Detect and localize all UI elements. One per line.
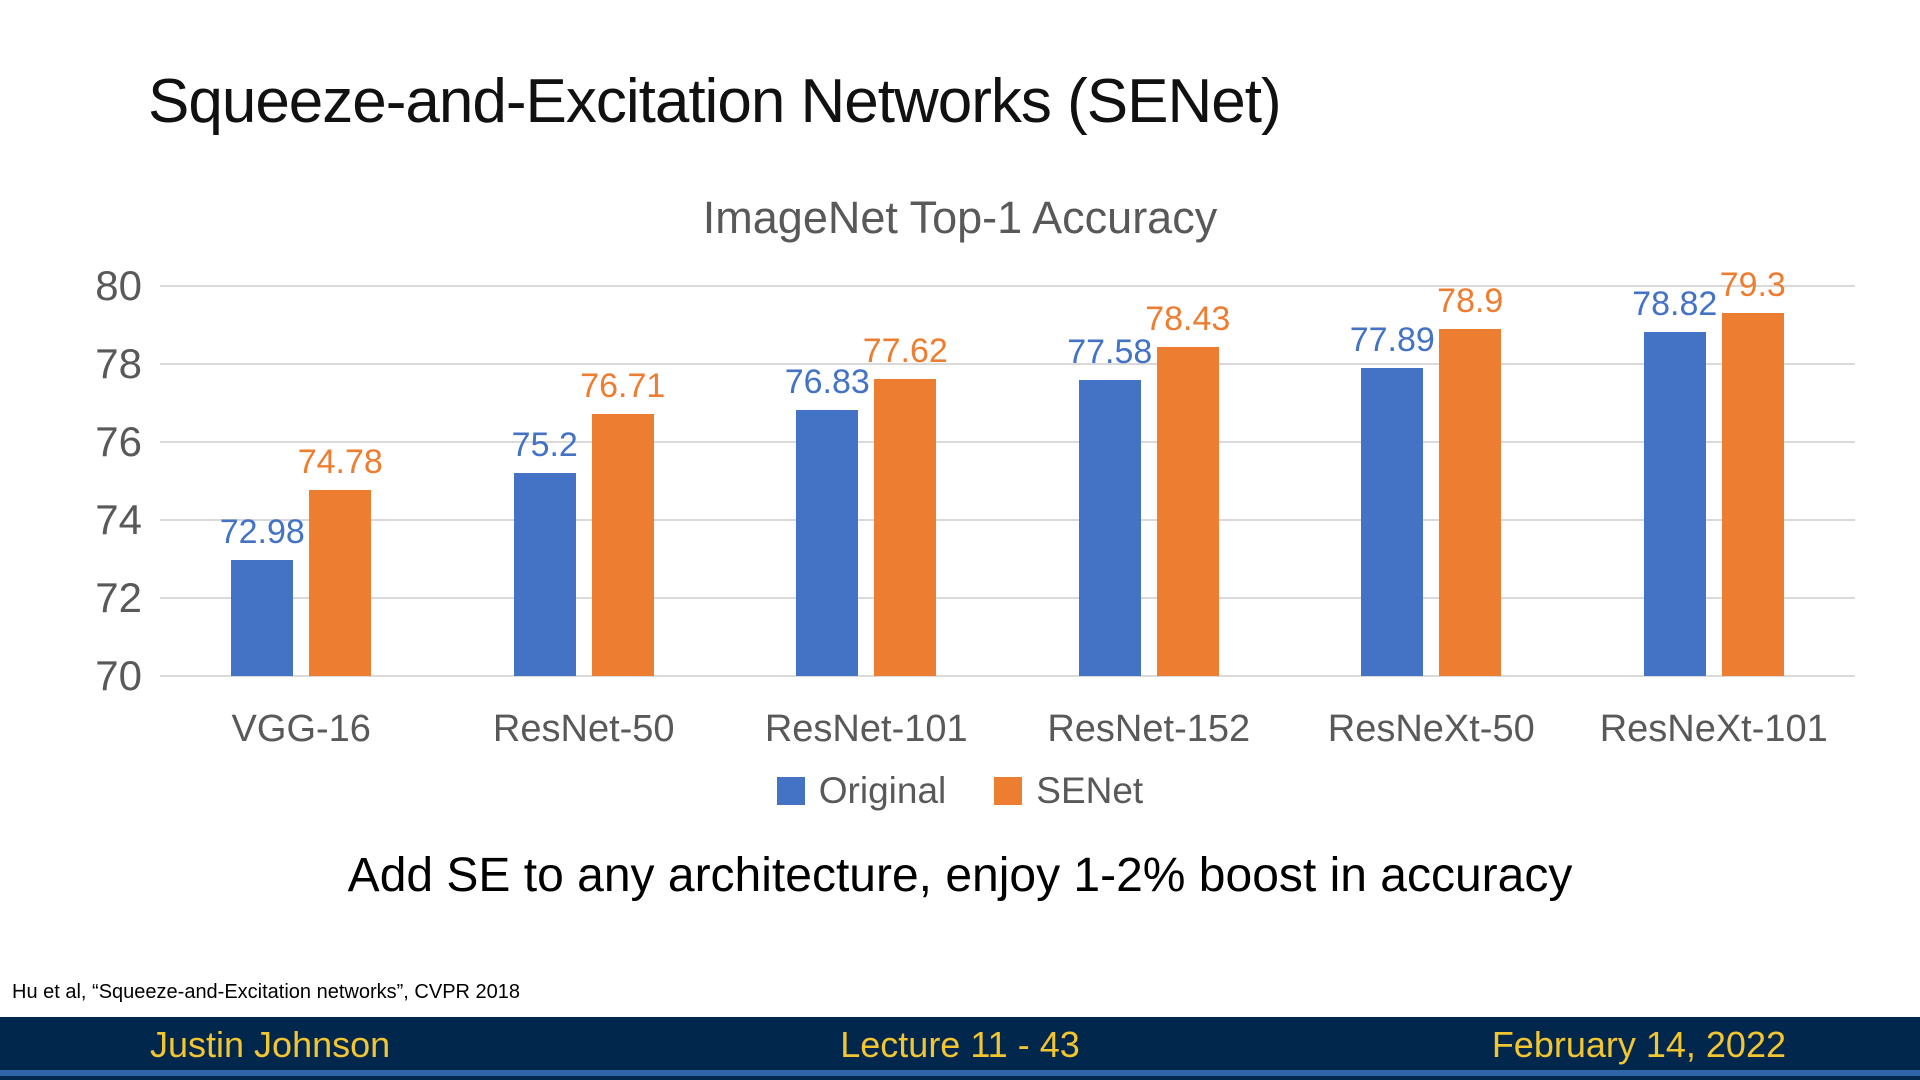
- gridline-72: [160, 597, 1855, 599]
- bar-value-original-resnet-152: 77.58: [1067, 333, 1153, 372]
- footer-date: February 14, 2022: [1491, 1024, 1786, 1065]
- xlabel-vgg-16: VGG-16: [231, 708, 371, 750]
- xlabel-resnet-50: ResNet-50: [492, 708, 675, 750]
- bar-value-original-resnet-101: 76.83: [784, 362, 870, 401]
- plot-area: 72.98 74.78 75.2 76.71 76.83 77.62 77.58 78.43 7…: [160, 266, 1855, 677]
- bar-value-original-resnext-101: 78.82: [1632, 285, 1718, 324]
- bar-senet-resnet-50: [591, 414, 654, 676]
- footer-lecture: Lecture 11 - 43: [840, 1024, 1080, 1065]
- footer-bar: Justin Johnson Lecture 11 - 43 February …: [0, 1017, 1920, 1080]
- bar-senet-resnet-152: [1156, 347, 1219, 676]
- bar-senet-resnet-101: [874, 378, 937, 676]
- legend-item-original: Original: [776, 770, 947, 812]
- bar-value-original-resnext-50: 77.89: [1349, 321, 1435, 360]
- xlabel-resnet-152: ResNet-152: [1047, 708, 1251, 750]
- chart-title: ImageNet Top-1 Accuracy: [702, 192, 1218, 243]
- bar-value-senet-resnet-101: 77.62: [862, 331, 948, 370]
- legend-label-senet: SENet: [1036, 770, 1144, 811]
- legend: Original SENet: [0, 770, 1920, 812]
- bar-original-resnet-101: [796, 409, 859, 676]
- legend-swatch-senet: [994, 777, 1023, 805]
- bar-original-resnet-50: [513, 473, 576, 676]
- gridline-70: [160, 675, 1855, 677]
- ytick-80: 80: [95, 262, 142, 309]
- footer-accent-strip: [0, 1070, 1920, 1076]
- takeaway-text: Add SE to any architecture, enjoy 1-2% b…: [347, 849, 1573, 902]
- bar-value-senet-resnet-50: 76.71: [580, 367, 666, 406]
- bar-senet-vgg-16: [309, 489, 372, 676]
- ytick-70: 70: [95, 652, 142, 699]
- bar-value-senet-resnext-50: 78.9: [1437, 281, 1504, 320]
- bar-senet-resnext-50: [1439, 328, 1502, 676]
- gridline-78: [160, 363, 1855, 365]
- ytick-72: 72: [95, 574, 142, 621]
- ytick-74: 74: [95, 496, 142, 543]
- footer-author: Justin Johnson: [150, 1024, 391, 1065]
- bar-value-senet-resnet-152: 78.43: [1145, 300, 1231, 339]
- bar-original-resnext-101: [1643, 332, 1706, 676]
- gridline-80: [160, 285, 1855, 287]
- bar-value-senet-resnext-101: 79.3: [1719, 266, 1786, 305]
- gridline-76: [160, 441, 1855, 443]
- xlabel-resnext-101: ResNeXt-101: [1599, 708, 1828, 750]
- legend-swatch-original: [776, 777, 805, 805]
- bar-original-resnet-152: [1078, 380, 1141, 676]
- bar-value-original-vgg-16: 72.98: [219, 512, 305, 551]
- xlabel-resnet-101: ResNet-101: [764, 708, 968, 750]
- ytick-78: 78: [95, 340, 142, 387]
- legend-label-original: Original: [818, 770, 947, 811]
- gridline-74: [160, 519, 1855, 521]
- bar-original-vgg-16: [231, 559, 294, 676]
- bar-value-senet-vgg-16: 74.78: [297, 442, 383, 481]
- citation-text: Hu et al, “Squeeze-and-Excitation networ…: [12, 981, 521, 1003]
- legend-item-senet: SENet: [994, 770, 1143, 812]
- bar-senet-resnext-101: [1721, 313, 1784, 676]
- xlabel-resnext-50: ResNeXt-50: [1327, 708, 1535, 750]
- slide-title: Squeeze-and-Excitation Networks (SENet): [148, 67, 1282, 136]
- bar-value-original-resnet-50: 75.2: [511, 426, 578, 465]
- ytick-76: 76: [95, 418, 142, 465]
- bar-original-resnext-50: [1361, 368, 1424, 676]
